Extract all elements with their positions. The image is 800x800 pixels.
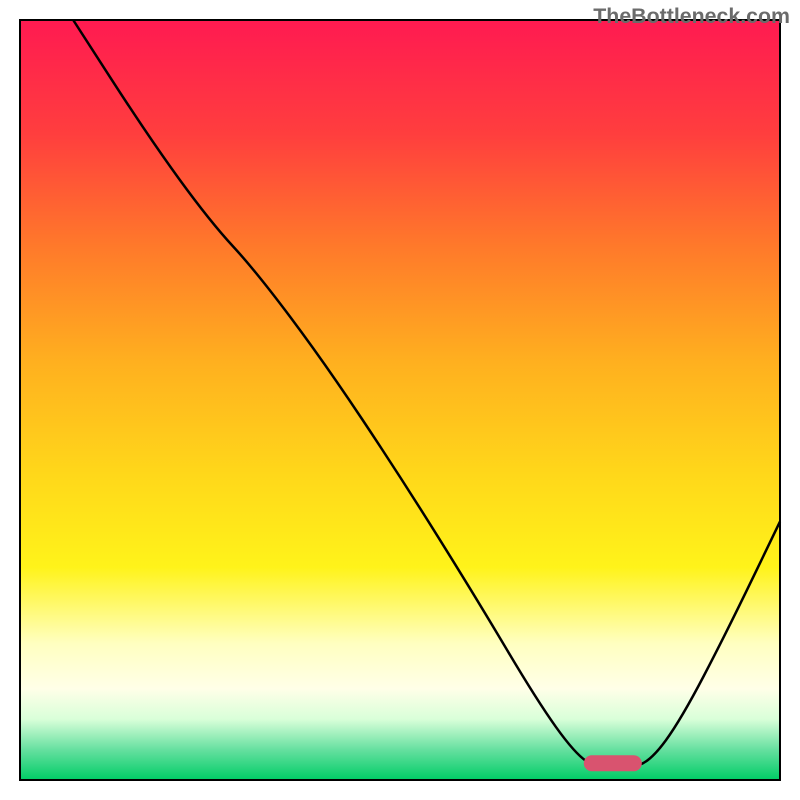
watermark-text: TheBottleneck.com [593,4,790,29]
chart-svg [0,0,800,800]
optimal-marker [584,755,642,771]
bottleneck-chart: TheBottleneck.com [0,0,800,800]
plot-background [20,20,780,780]
